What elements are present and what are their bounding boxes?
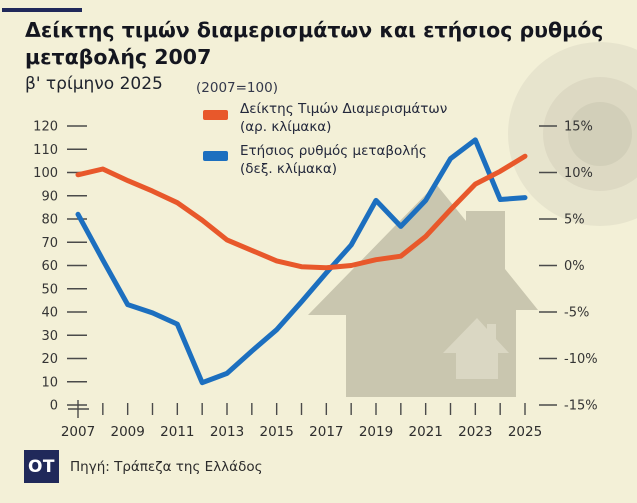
chart-title: Δείκτης τιμών διαμερισμάτων και ετήσιος … <box>25 18 604 69</box>
left-axis-label: 120 <box>33 120 58 135</box>
x-axis-label: 2009 <box>110 424 144 440</box>
rate-legend-label: Ετήσιος ρυθμός μεταβολής <box>240 143 427 159</box>
left-axis-label: 60 <box>41 259 58 274</box>
x-axis-label: 2011 <box>160 424 194 440</box>
x-axis-label: 2017 <box>309 424 343 440</box>
index-legend-text: Δείκτης Τιμών Διαμερισμάτων (αρ. κλίμακα… <box>240 101 447 137</box>
x-axis-label: 2019 <box>359 424 393 440</box>
rate-legend-swatch <box>203 151 228 161</box>
left-axis-label: 50 <box>41 282 58 297</box>
right-axis-label: 5% <box>564 213 585 228</box>
left-axis-label: 30 <box>41 329 58 344</box>
chart-subtitle: β' τρίμηνο 2025 <box>25 74 163 94</box>
accent-line <box>2 8 82 12</box>
x-axis-label: 2025 <box>508 424 542 440</box>
left-axis-label: 10 <box>41 375 58 390</box>
house-watermark <box>308 184 538 397</box>
left-axis-label: 110 <box>33 143 58 158</box>
right-axis-label: 10% <box>564 166 593 181</box>
watermark-circle-inner <box>568 102 632 166</box>
right-axis-label: -5% <box>564 306 589 321</box>
index-legend-sublabel: (αρ. κλίμακα) <box>240 118 332 135</box>
small-house-watermark <box>443 318 509 379</box>
right-axis-label: 0% <box>564 259 585 274</box>
right-axis-label: 15% <box>564 120 593 135</box>
right-axis-label: -10% <box>564 352 598 367</box>
x-axis-label: 2021 <box>408 424 442 440</box>
source-note: Πηγή: Τράπεζα της Ελλάδος <box>70 459 263 475</box>
index-legend-swatch <box>203 110 228 120</box>
x-axis-label: 2015 <box>259 424 293 440</box>
x-axis-label: 2007 <box>61 424 95 440</box>
index-legend-label: Δείκτης Τιμών Διαμερισμάτων <box>240 101 448 117</box>
left-axis-label: 20 <box>41 352 58 367</box>
base-note: (2007=100) <box>196 80 278 96</box>
left-axis-label: 90 <box>41 189 58 204</box>
x-axis-label: 2023 <box>458 424 492 440</box>
left-axis-label: 40 <box>41 306 58 321</box>
annual-rate-line <box>75 137 528 386</box>
left-axis-label: 0 <box>50 399 58 414</box>
axes: 0 10 20 30 40 50 60 70 80 90 100 110 120 15% 10% 5% 0% -5… <box>33 120 597 441</box>
left-axis-label: 70 <box>41 236 58 251</box>
right-axis-label: -15% <box>564 399 598 414</box>
circles-watermark <box>508 42 637 226</box>
x-axis-label: 2013 <box>210 424 244 440</box>
ot-logo: OT <box>24 450 59 483</box>
rate-legend-sublabel: (δεξ. κλίμακα) <box>240 160 338 177</box>
price-index-line <box>75 153 528 271</box>
left-axis-label: 80 <box>41 213 58 228</box>
rate-legend-text: Ετήσιος ρυθμός μεταβολής (δεξ. κλίμακα) <box>240 143 427 179</box>
left-axis-label: 100 <box>33 166 58 181</box>
